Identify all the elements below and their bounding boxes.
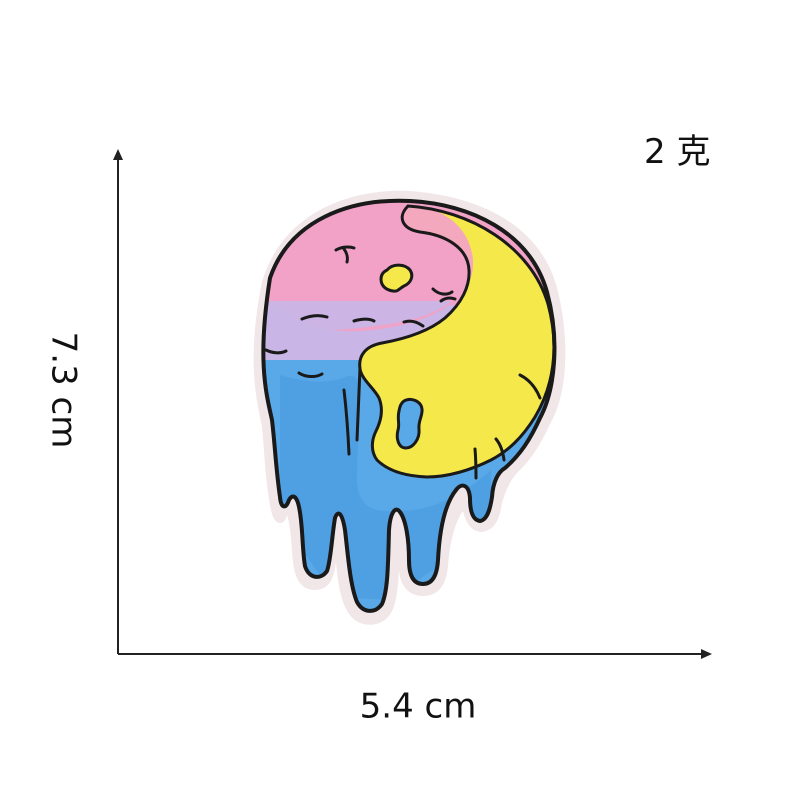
weight-label: 2 克 — [644, 132, 710, 172]
height-label: 7.3 cm — [44, 332, 84, 449]
pink-dome — [272, 205, 474, 332]
width-label: 5.4 cm — [360, 687, 477, 727]
patch-outline — [261, 198, 557, 613]
stitch-lines — [264, 204, 556, 480]
lavender-band — [263, 301, 452, 331]
height-arrow-head — [113, 149, 123, 160]
width-arrow-head — [701, 649, 712, 659]
small-blue-dot — [395, 397, 424, 450]
small-yellow-dot — [379, 263, 414, 293]
